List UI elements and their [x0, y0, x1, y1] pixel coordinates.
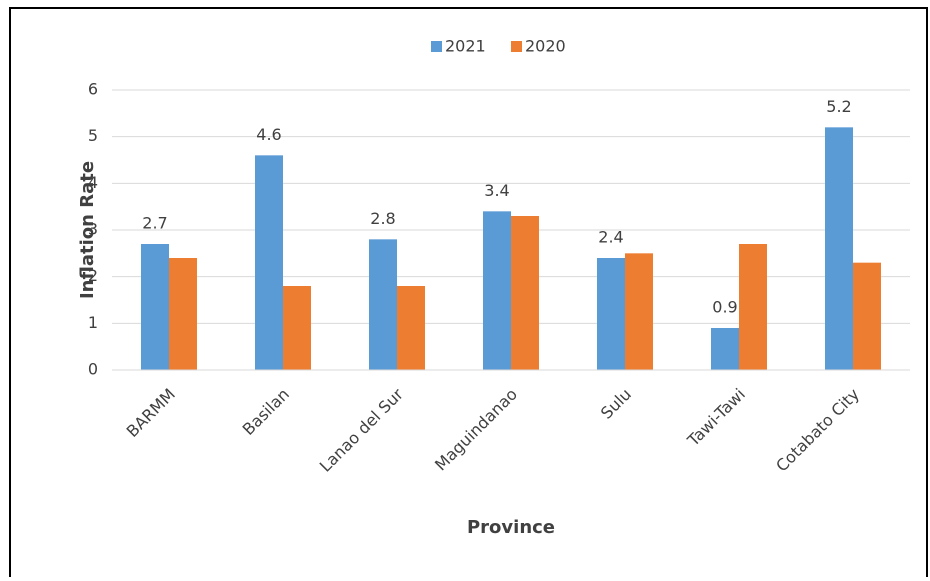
bar [397, 286, 425, 370]
chart-frame [9, 7, 928, 581]
bar [483, 211, 511, 370]
bar [141, 244, 169, 370]
bar [169, 258, 197, 370]
data-label: 2.8 [370, 209, 395, 228]
y-tick-label: 1 [88, 313, 98, 332]
legend-swatch [511, 41, 522, 52]
x-tick-label: Lanao del Sur [316, 384, 407, 475]
x-tick-label: Maguindanao [431, 385, 521, 475]
bar [825, 127, 853, 370]
y-axis-title: Inflation Rate [77, 161, 98, 299]
bar [597, 258, 625, 370]
data-label: 5.2 [826, 97, 851, 116]
bar [625, 253, 653, 370]
x-tick-label: Sulu [597, 385, 635, 423]
bar [511, 216, 539, 370]
x-tick-label: BARMM [123, 385, 179, 441]
data-label: 2.7 [142, 214, 167, 233]
data-label: 3.4 [484, 181, 509, 200]
bar [283, 286, 311, 370]
bar [739, 244, 767, 370]
legend-label: 2021 [445, 37, 486, 56]
x-tick-label: Cotabato City [772, 385, 863, 476]
data-label: 0.9 [712, 298, 737, 317]
bar [255, 155, 283, 370]
x-tick-label: Basilan [239, 385, 293, 439]
x-tick-label: Tawi-Tawi [683, 385, 749, 451]
legend-swatch [431, 41, 442, 52]
y-tick-label: 3 [88, 220, 98, 239]
bar [369, 239, 397, 370]
y-tick-label: 4 [88, 173, 98, 192]
x-axis-title: Province [467, 517, 555, 538]
data-label: 2.4 [598, 228, 623, 247]
bar [711, 328, 739, 370]
y-tick-label: 6 [88, 80, 98, 99]
legend-label: 2020 [525, 37, 566, 56]
bar [853, 262, 881, 370]
y-tick-label: 5 [88, 126, 98, 145]
y-tick-label: 0 [88, 360, 98, 379]
data-label: 4.6 [256, 125, 281, 144]
y-tick-label: 2 [88, 266, 98, 285]
